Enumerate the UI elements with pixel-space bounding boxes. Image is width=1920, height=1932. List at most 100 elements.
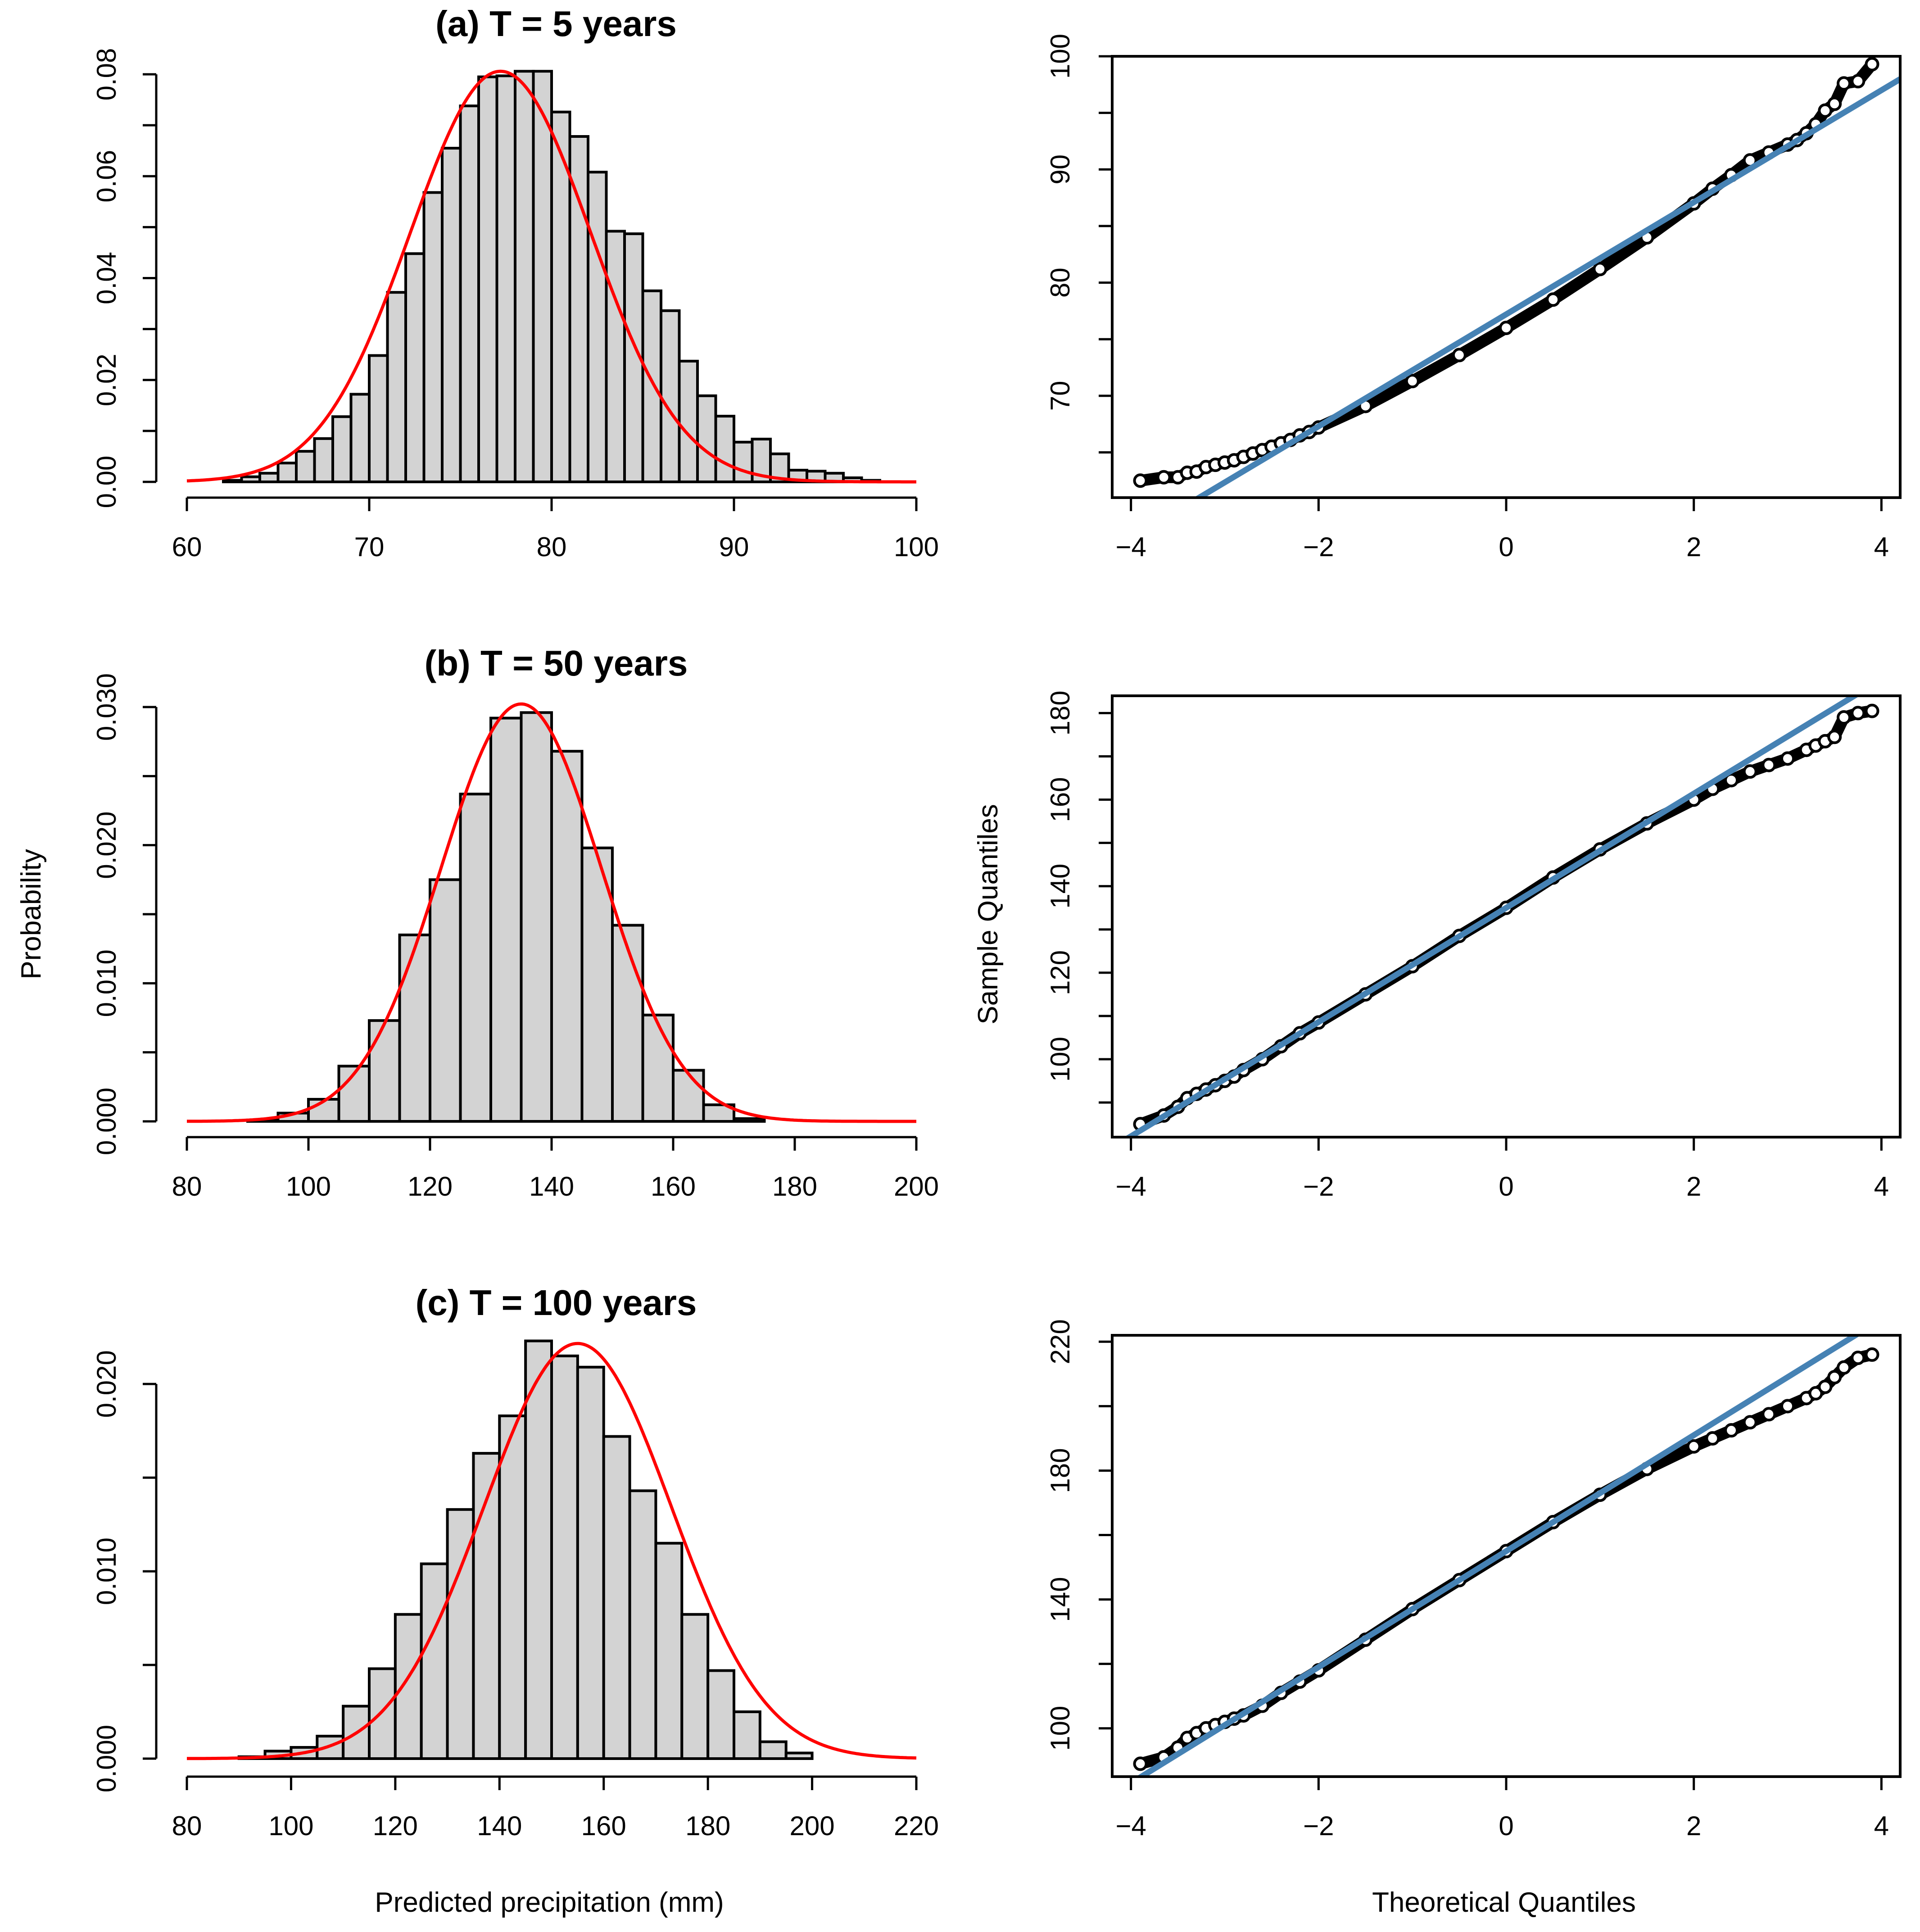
histogram-bar [706, 1669, 735, 1760]
histogram-bar [550, 110, 571, 483]
histogram-bar [576, 1365, 605, 1760]
qq-point [1156, 470, 1171, 485]
histogram-bar [495, 74, 516, 484]
qq-x-axis-label: Theoretical Quantiles [1372, 1887, 1636, 1918]
histogram-bar [258, 472, 280, 484]
qq-reference-line [1193, 76, 1900, 498]
x-tick-label: 4 [1874, 1171, 1889, 1202]
x-tick-label: 100 [268, 1811, 313, 1841]
x-tick-label: 100 [894, 532, 939, 562]
qq-reference-line [1124, 696, 1860, 1137]
qq-point [1808, 1386, 1823, 1401]
histogram-bar [459, 104, 480, 483]
qq-point [1762, 757, 1776, 772]
qq-point [1827, 730, 1842, 744]
y-tick-label: 0.02 [91, 354, 122, 406]
histogram-bar [524, 1339, 553, 1760]
x-tick-label: 180 [685, 1811, 730, 1841]
histogram-bar [733, 1117, 766, 1123]
x-axis: −4 −2 0 2 4 [1115, 1777, 1889, 1841]
histogram-bar [422, 191, 444, 483]
histogram-bar [660, 309, 681, 484]
x-tick-label: 4 [1874, 1811, 1889, 1841]
histogram-bar [550, 750, 584, 1123]
qq-y-axis-label: Sample Quantiles [973, 804, 1004, 1024]
y-tick-label: 180 [1045, 1448, 1075, 1493]
qq-point [1405, 374, 1420, 389]
x-tick-label: 180 [772, 1171, 817, 1202]
histogram-bar [702, 1103, 735, 1123]
x-tick-label: 4 [1874, 532, 1889, 562]
y-tick-label: 0.06 [91, 150, 122, 203]
x-tick-label: −4 [1115, 532, 1146, 562]
x-tick-label: 140 [477, 1811, 522, 1841]
qq-points [1133, 57, 1879, 488]
qq-point [1851, 74, 1866, 89]
histogram-bar [331, 415, 353, 484]
qq-point [1743, 1415, 1757, 1430]
qq-point [1837, 710, 1851, 725]
histogram-bar [678, 359, 699, 483]
x-tick-label: 140 [529, 1171, 574, 1202]
y-tick-label: 100 [1045, 1706, 1075, 1751]
y-tick-label: 0.000 [91, 1725, 122, 1792]
y-tick-label: 100 [1045, 1037, 1075, 1082]
qq-panel-b: −4 −2 0 2 4 100 120 140 160 180 [1045, 690, 1902, 1202]
y-tick-label: 0.08 [91, 48, 122, 101]
histogram-bar [429, 878, 462, 1123]
x-tick-label: 70 [354, 532, 385, 562]
density-curve [186, 69, 916, 484]
histogram-bar [641, 1013, 675, 1123]
qq-point [1705, 1431, 1720, 1446]
histogram-bar [222, 479, 243, 483]
y-tick-label: 140 [1045, 864, 1075, 909]
x-tick-label: 200 [790, 1811, 835, 1841]
x-axis: 80 100 120 140 160 180 200 220 [172, 1775, 939, 1841]
histogram-bar [489, 717, 523, 1123]
qq-point [1133, 473, 1148, 488]
y-axis: 100 140 180 220 [1045, 1319, 1112, 1751]
qq-point [1865, 57, 1879, 72]
histogram-bar [394, 1613, 423, 1760]
qq-point [1865, 1347, 1879, 1362]
qq-point [1546, 292, 1561, 307]
histogram-bar [498, 1414, 527, 1760]
chart-title: (b) T = 50 years [425, 643, 688, 683]
y-tick-label: 120 [1045, 950, 1075, 995]
histogram-bar [784, 1751, 814, 1760]
x-tick-label: 2 [1686, 1171, 1701, 1202]
histogram-bar [602, 1435, 631, 1760]
histogram-bar [368, 1667, 397, 1760]
x-tick-label: 0 [1499, 532, 1513, 562]
x-tick-label: 200 [894, 1171, 939, 1202]
histogram-bar [441, 147, 462, 483]
x-tick-label: 100 [286, 1171, 331, 1202]
histogram-bar [587, 171, 608, 483]
qq-point [1780, 751, 1795, 766]
histogram-bar [420, 1562, 449, 1760]
x-tick-label: 120 [408, 1171, 453, 1202]
histogram-panel-b: (b) T = 50 years 80 100 120 140 160 180 200 0.00… [91, 643, 939, 1202]
x-axis: 60 70 80 90 100 [172, 496, 939, 562]
y-tick-label: 220 [1045, 1319, 1075, 1364]
histogram-bar [696, 394, 717, 483]
histogram-bar [733, 440, 754, 484]
y-axis: 100 120 140 160 180 [1045, 690, 1112, 1104]
qq-point [1724, 1423, 1739, 1438]
qq-point [1851, 706, 1866, 721]
qq-point [1452, 348, 1467, 363]
x-tick-label: 80 [172, 1811, 202, 1841]
y-tick-label: 90 [1045, 154, 1075, 185]
y-axis: 70 80 90 100 [1045, 34, 1112, 454]
x-axis: 80 100 120 140 160 180 200 [172, 1136, 939, 1202]
histogram-bar [680, 1613, 710, 1760]
chart-title: (a) T = 5 years [435, 4, 677, 44]
histogram-bar [337, 1065, 371, 1123]
histogram-bar [477, 75, 498, 483]
qq-point [1724, 773, 1739, 788]
x-tick-label: 0 [1499, 1811, 1513, 1841]
histogram-bar [459, 793, 492, 1123]
x-tick-label: 60 [172, 532, 202, 562]
